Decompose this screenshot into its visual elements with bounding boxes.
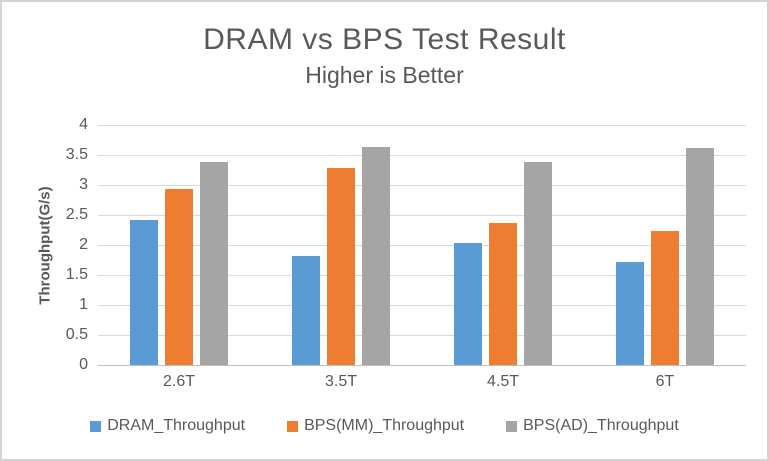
grid-line [98, 125, 746, 126]
bar-dram-throughput-3-5t [292, 256, 320, 365]
bar-group-6t [584, 125, 746, 365]
grid-line [98, 185, 746, 186]
grid-line [98, 335, 746, 336]
chart-subtitle: Higher is Better [305, 62, 464, 88]
bar-dram-throughput-6t [616, 262, 644, 365]
chart-title: DRAM vs BPS Test Result [203, 23, 566, 56]
grid-line [98, 275, 746, 276]
bar-bps-mm-throughput-3-5t [327, 168, 355, 365]
legend-item-dram-throughput: DRAM_Throughput [90, 417, 245, 435]
x-category-label-4-5t: 4.5T [486, 373, 519, 390]
y-tick-label: 4 [79, 116, 88, 133]
y-tick-label: 0.5 [65, 326, 88, 343]
bar-bps-ad-throughput-2-6t [200, 161, 228, 365]
y-tick-label: 3.5 [65, 146, 88, 163]
grid-line [98, 245, 746, 246]
legend: DRAM_Throughput BPS(MM)_Throughput BPS(AD)… [2, 417, 767, 435]
x-category-label-6t: 6T [655, 373, 675, 390]
legend-swatch-icon [287, 420, 299, 432]
bar-dram-throughput-4-5t [454, 242, 482, 365]
y-tick-label: 3 [79, 176, 88, 193]
bar-bps-mm-throughput-2-6t [165, 188, 193, 365]
bar-bps-ad-throughput-4-5t [524, 162, 552, 365]
y-tick-label: 1.5 [65, 266, 88, 283]
bar-bps-ad-throughput-3-5t [362, 146, 390, 365]
y-tick-label: 0 [79, 356, 88, 373]
legend-label: BPS(AD)_Throughput [523, 417, 679, 434]
x-axis: 2.6T 3.5T 4.5T 6T [98, 373, 746, 393]
bar-group-2-6t [98, 125, 260, 365]
legend-label: DRAM_Throughput [107, 417, 246, 434]
bar-bps-mm-throughput-6t [651, 230, 679, 365]
y-tick-label: 1 [79, 296, 88, 313]
grid-line [98, 155, 746, 156]
legend-label: BPS(MM)_Throughput [304, 417, 465, 434]
y-tick-label: 2 [79, 236, 88, 253]
y-axis: 0 0.5 1 1.5 2 2.5 3 3.5 4 [2, 116, 88, 373]
legend-item-bps-mm-throughput: BPS(MM)_Throughput [287, 417, 464, 435]
x-category-label-2-6t: 2.6T [162, 373, 195, 390]
bar-group-3-5t [260, 125, 422, 365]
plot-area [98, 125, 746, 366]
grid-line [98, 305, 746, 306]
y-tick-label: 2.5 [65, 206, 88, 223]
bar-bps-ad-throughput-6t [686, 147, 714, 365]
legend-swatch-icon [90, 420, 102, 432]
grid-line [98, 215, 746, 216]
legend-item-bps-ad-throughput: BPS(AD)_Throughput [506, 417, 679, 435]
legend-swatch-icon [506, 420, 518, 432]
bar-bps-mm-throughput-4-5t [489, 222, 517, 365]
bar-dram-throughput-2-6t [130, 219, 158, 365]
x-category-label-3-5t: 3.5T [324, 373, 357, 390]
bar-group-4-5t [422, 125, 584, 365]
